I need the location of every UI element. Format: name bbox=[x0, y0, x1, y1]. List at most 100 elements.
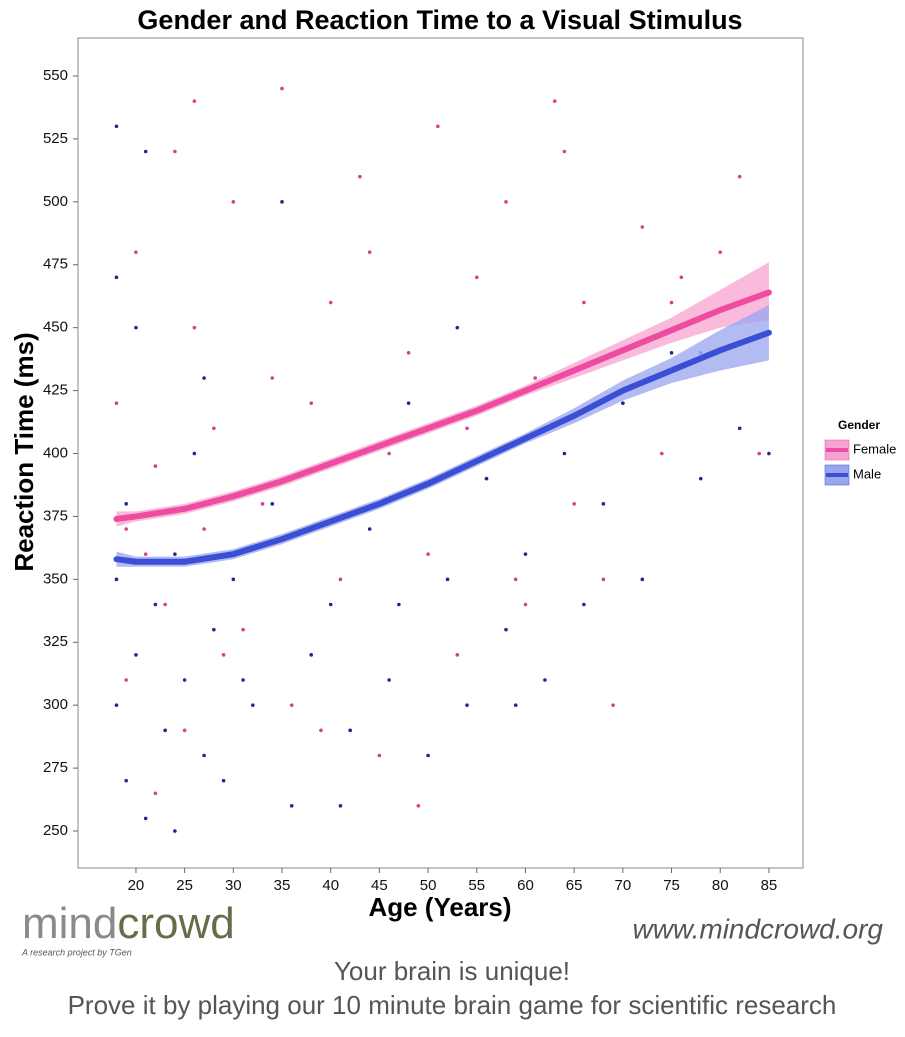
data-point bbox=[338, 577, 343, 582]
data-point bbox=[192, 99, 197, 103]
legend-title: Gender bbox=[838, 418, 880, 432]
data-point bbox=[513, 703, 518, 707]
data-point bbox=[406, 351, 411, 355]
data-point bbox=[513, 577, 518, 582]
logo-right: crowd bbox=[117, 899, 234, 948]
data-point bbox=[601, 577, 606, 582]
data-point bbox=[718, 250, 723, 254]
data-point bbox=[455, 653, 460, 657]
data-point bbox=[221, 778, 226, 783]
data-point bbox=[192, 451, 197, 456]
data-point bbox=[436, 124, 440, 129]
data-point bbox=[134, 250, 138, 254]
logo-subtitle: A research project by TGen bbox=[21, 947, 132, 957]
y-axis-label: Reaction Time (ms) bbox=[9, 332, 39, 571]
x-tick-label: 75 bbox=[663, 877, 680, 894]
data-point bbox=[212, 426, 216, 431]
data-point bbox=[173, 552, 177, 556]
y-tick-label: 325 bbox=[43, 633, 68, 650]
data-point bbox=[260, 502, 265, 506]
data-point bbox=[767, 451, 771, 456]
data-point bbox=[348, 728, 352, 733]
x-tick-label: 80 bbox=[712, 877, 729, 894]
x-tick-label: 60 bbox=[517, 877, 534, 894]
data-point bbox=[182, 728, 187, 733]
data-point bbox=[387, 451, 391, 456]
data-point bbox=[143, 816, 148, 821]
data-point bbox=[737, 174, 742, 179]
data-point bbox=[124, 678, 129, 682]
data-point bbox=[533, 376, 538, 380]
data-point bbox=[231, 577, 236, 582]
plot-area bbox=[77, 37, 804, 869]
data-point bbox=[640, 225, 645, 229]
data-point bbox=[757, 451, 761, 456]
data-point bbox=[338, 804, 343, 808]
y-tick-label: 475 bbox=[43, 256, 68, 273]
data-point bbox=[572, 502, 576, 506]
data-point bbox=[173, 829, 177, 833]
y-tick-label: 300 bbox=[43, 696, 68, 713]
fit-line bbox=[113, 329, 772, 565]
data-point bbox=[212, 627, 216, 632]
data-point bbox=[250, 703, 255, 707]
data-point bbox=[192, 325, 197, 330]
data-point bbox=[484, 476, 489, 481]
data-point bbox=[328, 300, 333, 305]
y-tick-label: 550 bbox=[43, 67, 68, 84]
data-point bbox=[698, 476, 703, 481]
x-tick-label: 25 bbox=[176, 877, 193, 894]
x-tick-label: 55 bbox=[468, 877, 485, 894]
data-point bbox=[124, 502, 129, 506]
data-point bbox=[124, 778, 129, 783]
x-tick-label: 45 bbox=[371, 877, 388, 894]
x-tick-label: 70 bbox=[615, 877, 632, 894]
data-point bbox=[202, 376, 206, 380]
data-point bbox=[114, 577, 119, 582]
data-point bbox=[397, 602, 401, 607]
data-point bbox=[231, 200, 236, 204]
data-point bbox=[367, 250, 372, 254]
y-tick-label: 250 bbox=[43, 822, 68, 839]
data-point bbox=[504, 200, 508, 204]
legend-label: Male bbox=[853, 466, 881, 481]
data-point bbox=[143, 149, 148, 154]
data-point bbox=[241, 627, 245, 632]
data-point bbox=[426, 753, 430, 758]
chart-title: Gender and Reaction Time to a Visual Sti… bbox=[137, 5, 742, 35]
data-point bbox=[601, 502, 606, 506]
y-tick-label: 375 bbox=[43, 507, 68, 524]
x-tick-label: 85 bbox=[761, 877, 778, 894]
data-point bbox=[465, 703, 469, 707]
data-point bbox=[182, 678, 187, 682]
data-point bbox=[543, 678, 547, 682]
data-point bbox=[163, 602, 167, 607]
data-point bbox=[455, 325, 460, 330]
data-point bbox=[465, 426, 469, 431]
y-tick-label: 350 bbox=[43, 570, 68, 587]
y-tick-label: 525 bbox=[43, 130, 68, 147]
data-point bbox=[426, 552, 430, 556]
data-point bbox=[611, 703, 615, 707]
footer-line: Prove it by playing our 10 minute brain … bbox=[68, 990, 837, 1020]
data-point bbox=[552, 99, 557, 103]
data-point bbox=[416, 804, 421, 808]
legend-label: Female bbox=[853, 441, 896, 456]
x-tick-label: 20 bbox=[128, 877, 145, 894]
x-tick-label: 65 bbox=[566, 877, 583, 894]
data-point bbox=[445, 577, 450, 582]
data-point bbox=[523, 552, 528, 556]
data-point bbox=[358, 174, 362, 179]
data-point bbox=[114, 703, 119, 707]
data-point bbox=[474, 275, 479, 280]
data-point bbox=[114, 401, 119, 405]
data-point bbox=[504, 627, 508, 632]
data-point bbox=[221, 653, 226, 657]
logo-left: mind bbox=[22, 899, 117, 948]
data-point bbox=[280, 86, 284, 91]
data-point bbox=[114, 275, 119, 280]
data-point bbox=[669, 351, 674, 355]
x-tick-label: 40 bbox=[322, 877, 339, 894]
y-tick-label: 450 bbox=[43, 319, 68, 336]
